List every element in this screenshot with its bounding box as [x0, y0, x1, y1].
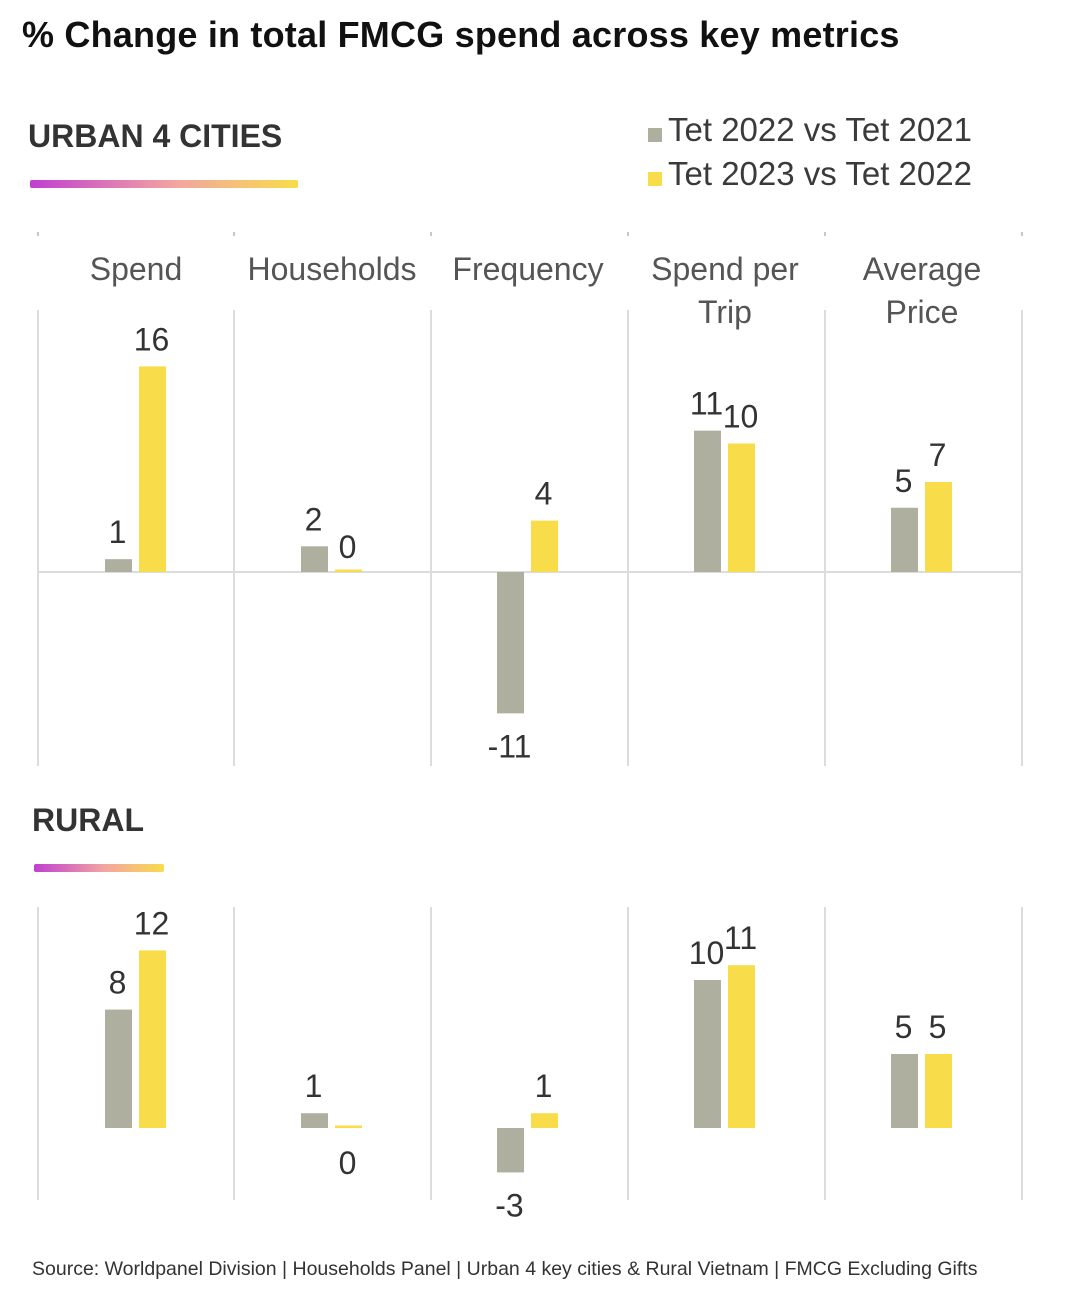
bar [694, 430, 721, 572]
bar [105, 1009, 132, 1128]
data-label: 0 [339, 1145, 357, 1181]
bar [891, 507, 918, 572]
bar [497, 1128, 524, 1173]
data-label: -3 [495, 1187, 523, 1223]
data-label: 11 [724, 920, 757, 956]
bar [728, 965, 755, 1128]
data-label: 11 [690, 386, 723, 422]
data-label: 16 [134, 321, 170, 357]
data-label: 1 [535, 1068, 553, 1104]
data-label: 2 [305, 501, 323, 537]
bar [335, 1125, 362, 1128]
data-label: 8 [109, 965, 127, 1001]
data-label: 5 [895, 1009, 913, 1045]
data-label: 7 [929, 437, 947, 473]
legend-swatch [648, 128, 662, 142]
data-label: 10 [689, 935, 725, 971]
legend-label: Tet 2023 vs Tet 2022 [668, 155, 972, 192]
category-label: Trip [698, 294, 752, 330]
data-label: -11 [488, 728, 532, 764]
bar [105, 559, 132, 572]
legend-item: Tet 2023 vs Tet 2022 [648, 152, 972, 196]
bar [891, 1054, 918, 1128]
bar [728, 443, 755, 572]
legend-swatch [648, 172, 662, 186]
data-label: 5 [895, 463, 913, 499]
data-label: 0 [339, 529, 357, 565]
bar [301, 546, 328, 572]
chart-title: % Change in total FMCG spend across key … [22, 14, 900, 55]
category-label: Frequency [452, 251, 603, 287]
category-label: Price [886, 294, 959, 330]
urban-section-title: URBAN 4 CITIES [28, 118, 283, 154]
bar [301, 1113, 328, 1128]
data-label: 1 [109, 514, 127, 550]
data-label: 10 [723, 399, 759, 435]
legend: Tet 2022 vs Tet 2021 Tet 2023 vs Tet 202… [648, 108, 972, 196]
data-label: 1 [305, 1068, 323, 1104]
bar [531, 520, 558, 572]
category-label: Spend [90, 251, 183, 287]
data-label: 4 [535, 476, 553, 512]
data-label: 12 [134, 905, 170, 941]
bar [139, 366, 166, 572]
category-label: Households [248, 251, 417, 287]
bar [531, 1113, 558, 1128]
rural-title-underline [34, 864, 164, 872]
data-label: 5 [929, 1009, 947, 1045]
bar [335, 569, 362, 572]
legend-label: Tet 2022 vs Tet 2021 [668, 111, 972, 148]
rural-section-title: RURAL [32, 802, 144, 838]
bar [139, 950, 166, 1128]
category-label: Spend per [651, 251, 799, 287]
source-note: Source: Worldpanel Division | Households… [32, 1258, 978, 1280]
bar [497, 572, 524, 714]
bar [925, 1054, 952, 1128]
legend-item: Tet 2022 vs Tet 2021 [648, 108, 972, 152]
urban-title-underline [30, 180, 298, 188]
bar [694, 980, 721, 1128]
bar [925, 482, 952, 572]
category-label: Average [863, 251, 982, 287]
